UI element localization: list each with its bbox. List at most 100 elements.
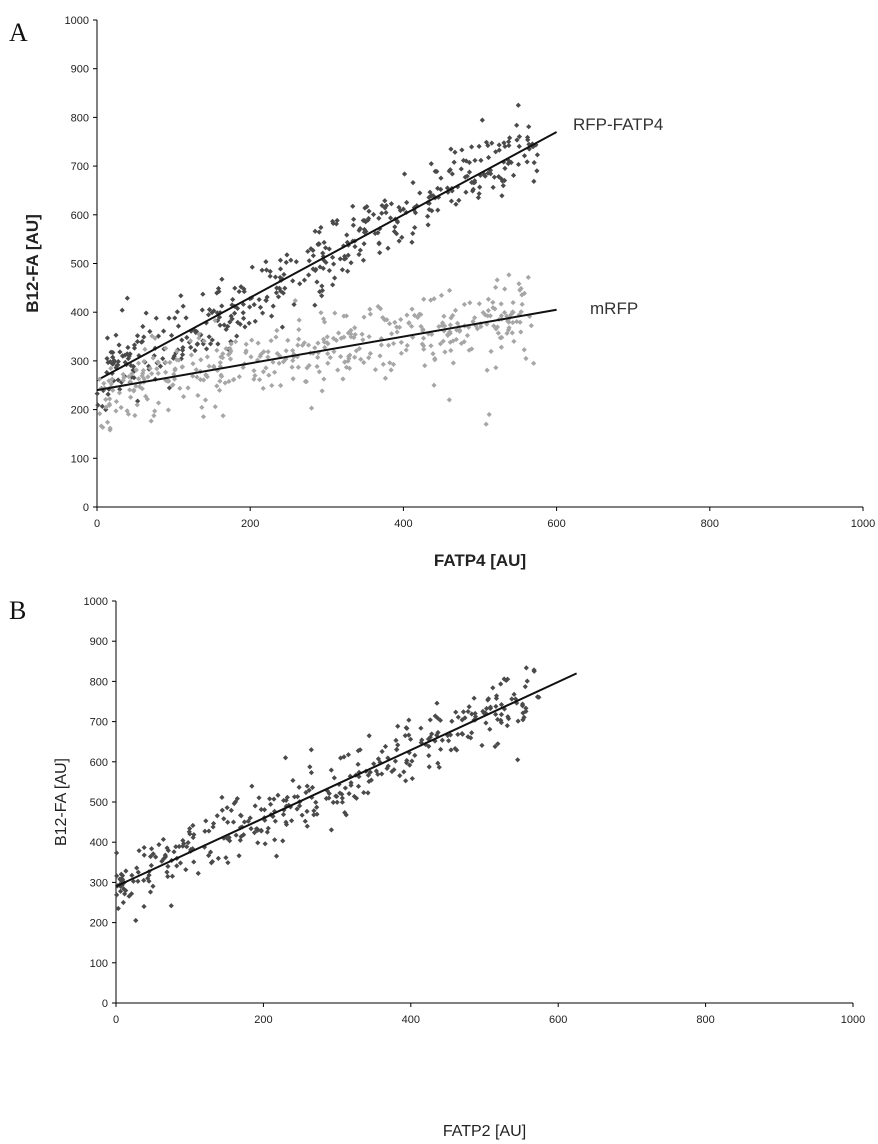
data-point — [519, 301, 525, 307]
data-point — [251, 830, 258, 836]
data-point — [293, 259, 299, 265]
x-tick-label: 200 — [254, 1014, 272, 1026]
data-point — [180, 837, 186, 844]
data-point — [261, 807, 268, 813]
data-point — [333, 793, 339, 799]
data-point — [493, 326, 499, 332]
y-tick-label: 500 — [71, 259, 89, 271]
data-point — [466, 169, 473, 175]
data-point — [279, 324, 286, 330]
data-point — [299, 342, 306, 348]
data-point — [356, 774, 362, 780]
data-point — [339, 267, 346, 273]
data-point — [526, 141, 532, 147]
data-point — [509, 330, 515, 336]
data-point — [459, 731, 465, 737]
data-point — [125, 344, 131, 351]
data-point — [274, 350, 280, 357]
data-point — [205, 852, 212, 859]
x-tick-label: 800 — [701, 518, 719, 530]
data-point — [308, 770, 315, 776]
data-point — [316, 369, 322, 375]
data-point — [414, 203, 420, 209]
data-point — [426, 743, 432, 749]
data-point — [534, 152, 540, 158]
data-point — [453, 709, 459, 715]
data-point — [144, 396, 150, 402]
data-point — [394, 746, 400, 753]
data-point — [445, 331, 451, 338]
data-point — [487, 313, 493, 319]
data-point — [194, 341, 200, 347]
data-point — [382, 743, 389, 750]
data-point — [96, 376, 102, 382]
data-point — [334, 799, 340, 805]
data-point — [219, 276, 225, 282]
data-point — [346, 353, 352, 359]
data-point — [247, 304, 253, 310]
data-point — [498, 313, 504, 319]
data-point — [229, 302, 235, 308]
data-point — [234, 796, 240, 802]
data-point — [365, 217, 371, 223]
data-point — [134, 402, 140, 408]
data-point — [183, 867, 189, 873]
data-point — [190, 361, 196, 367]
data-point — [403, 760, 410, 766]
data-point — [324, 788, 331, 794]
data-point — [366, 733, 372, 739]
data-point — [352, 354, 358, 360]
data-point — [458, 340, 465, 347]
data-point — [148, 846, 155, 852]
data-point — [520, 710, 526, 716]
data-point — [132, 412, 138, 419]
data-point — [221, 322, 227, 328]
data-point — [412, 224, 418, 231]
data-point — [422, 741, 429, 747]
data-point — [431, 382, 437, 388]
data-point — [106, 386, 112, 392]
data-point — [308, 405, 315, 411]
data-point — [410, 334, 416, 340]
data-point — [330, 335, 337, 341]
data-point — [469, 730, 475, 736]
data-point — [283, 348, 289, 354]
data-point — [103, 407, 109, 413]
data-point — [361, 314, 367, 320]
data-point — [415, 314, 421, 320]
data-point — [449, 171, 455, 177]
data-point — [260, 385, 266, 391]
data-point — [168, 903, 174, 909]
data-point — [455, 184, 461, 190]
data-point — [367, 306, 373, 312]
data-point — [249, 783, 255, 789]
data-point — [396, 238, 402, 244]
data-point — [209, 859, 216, 865]
data-point — [378, 342, 384, 348]
data-point — [149, 371, 155, 377]
data-point — [453, 201, 459, 207]
data-point — [275, 792, 281, 798]
data-point — [435, 729, 441, 736]
data-point — [510, 299, 516, 306]
data-point — [219, 794, 225, 800]
data-point — [493, 149, 499, 155]
data-point — [220, 413, 226, 419]
data-point — [207, 849, 214, 855]
data-point — [148, 853, 154, 860]
data-point — [282, 755, 289, 761]
data-point — [376, 241, 382, 247]
data-point — [302, 378, 309, 385]
data-point — [479, 742, 485, 749]
data-point — [185, 840, 191, 846]
data-point — [432, 356, 438, 362]
data-point — [340, 376, 346, 382]
data-point — [186, 829, 192, 835]
data-point — [357, 247, 363, 253]
y-tick-label: 900 — [71, 64, 89, 76]
data-point — [271, 369, 278, 375]
data-point — [493, 703, 499, 710]
data-point — [306, 258, 312, 264]
data-point — [190, 834, 196, 841]
data-point — [330, 799, 336, 805]
